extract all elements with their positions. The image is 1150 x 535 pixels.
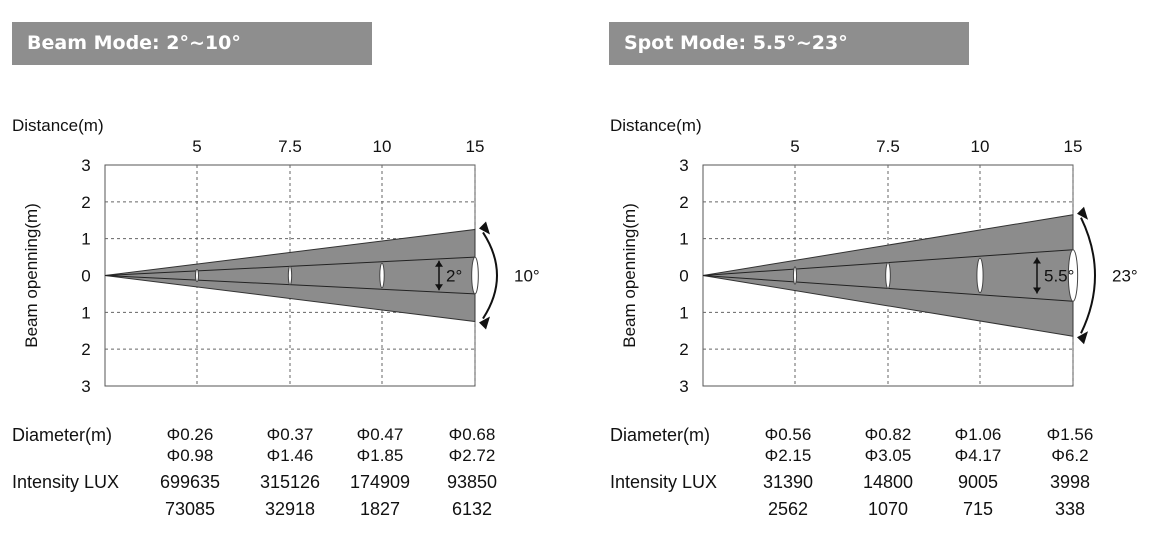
inner-angle-label: 5.5° <box>1044 266 1074 285</box>
diameter-outer-value: Φ1.85 <box>357 446 404 465</box>
spot-mode-panel: Spot Mode: 5.5°~23° Distance(m) 5 7.5 10 15 3… <box>598 0 1150 535</box>
distance-label: Distance(m) <box>610 116 702 135</box>
intensity-outer-value: 2562 <box>768 499 808 519</box>
diameter-outer-value: Φ3.05 <box>865 446 912 465</box>
intensity-outer-value: 32918 <box>265 499 315 519</box>
outer-angle-label: 23° <box>1112 266 1138 285</box>
intensity-inner-value: 3998 <box>1050 472 1090 492</box>
beam-spot-ellipse <box>792 266 798 285</box>
inner-angle-arrowhead-down <box>1033 287 1041 294</box>
intensity-outer-value: 1827 <box>360 499 400 519</box>
beam-spot-ellipse <box>287 265 293 286</box>
diameter-inner-value: Φ0.37 <box>267 425 314 444</box>
inner-angle-arrowhead-up <box>435 260 443 267</box>
distance-tick-label: 15 <box>466 137 485 156</box>
outer-angle-arrowhead-up <box>1077 206 1088 220</box>
diameter-outer-value: Φ1.46 <box>267 446 314 465</box>
intensity-outer-value: 338 <box>1055 499 1085 519</box>
inner-angle-arrowhead-down <box>435 284 443 291</box>
outer-angle-arc <box>1080 217 1096 334</box>
beam-spot-ellipse <box>885 262 891 289</box>
outer-angle-arrowhead-down <box>1077 331 1088 345</box>
distance-tick-label: 7.5 <box>876 137 900 156</box>
intensity-outer-value: 73085 <box>165 499 215 519</box>
distance-label: Distance(m) <box>12 116 104 135</box>
y-tick-label: 0 <box>81 266 90 285</box>
intensity-inner-value: 31390 <box>763 472 813 492</box>
outer-angle-arrowhead-up <box>479 221 490 235</box>
distance-tick-label: 10 <box>971 137 990 156</box>
distance-tick-label: 7.5 <box>278 137 302 156</box>
y-axis-label: Beam openning(m) <box>22 203 41 348</box>
diameter-inner-value: Φ0.47 <box>357 425 404 444</box>
distance-tick-label: 15 <box>1064 137 1083 156</box>
intensity-outer-value: 715 <box>963 499 993 519</box>
beam-spot-ellipse <box>1067 249 1079 302</box>
beam-spot-ellipse <box>195 268 199 283</box>
intensity-inner-value: 9005 <box>958 472 998 492</box>
y-tick-label: 1 <box>81 230 90 249</box>
intensity-inner-value: 315126 <box>260 472 320 492</box>
diameter-inner-value: Φ1.06 <box>955 425 1002 444</box>
outer-angle-arc <box>482 231 498 320</box>
diameter-outer-value: Φ2.72 <box>449 446 496 465</box>
intensity-outer-value: 6132 <box>452 499 492 519</box>
diameter-outer-value: Φ2.15 <box>765 446 812 465</box>
y-tick-label: 2 <box>679 193 688 212</box>
diameter-outer-value: Φ6.2 <box>1051 446 1088 465</box>
intensity-inner-value: 14800 <box>863 472 913 492</box>
beam-mode-panel: Beam Mode: 2°~10° Distance(m) 5 7.5 10 15 3 2 1… <box>12 22 540 519</box>
y-tick-label: 3 <box>81 377 90 396</box>
y-tick-label: 3 <box>679 377 688 396</box>
y-tick-label: 2 <box>679 340 688 359</box>
intensity-label: Intensity LUX <box>610 472 717 492</box>
y-tick-label: 1 <box>679 303 688 322</box>
beam-spot-ellipse <box>976 257 984 294</box>
beam-mode-title: Beam Mode: 2°~10° <box>12 22 372 65</box>
diameter-inner-value: Φ0.26 <box>167 425 214 444</box>
y-tick-label: 3 <box>81 156 90 175</box>
y-axis-label: Beam openning(m) <box>620 203 639 348</box>
intensity-inner-value: 174909 <box>350 472 410 492</box>
diameter-inner-value: Φ0.82 <box>865 425 912 444</box>
distance-tick-label: 10 <box>373 137 392 156</box>
y-tick-label: 1 <box>81 303 90 322</box>
diameter-outer-value: Φ4.17 <box>955 446 1002 465</box>
intensity-inner-value: 93850 <box>447 472 497 492</box>
diameter-inner-value: Φ1.56 <box>1047 425 1094 444</box>
diameter-outer-value: Φ0.98 <box>167 446 214 465</box>
diameter-label: Diameter(m) <box>610 425 710 445</box>
diameter-inner-value: Φ0.56 <box>765 425 812 444</box>
inner-angle-arrowhead-up <box>1033 257 1041 264</box>
outer-angle-label: 10° <box>514 266 540 285</box>
outer-angle-arrowhead-down <box>479 316 490 330</box>
y-tick-label: 0 <box>679 266 688 285</box>
y-tick-label: 2 <box>81 340 90 359</box>
y-tick-label: 2 <box>81 193 90 212</box>
beam-spot-ellipse <box>379 262 385 289</box>
intensity-label: Intensity LUX <box>12 472 119 492</box>
beam-spot-ellipse <box>471 256 479 295</box>
distance-tick-label: 5 <box>790 137 799 156</box>
intensity-outer-value: 1070 <box>868 499 908 519</box>
intensity-inner-value: 699635 <box>160 472 220 492</box>
diameter-inner-value: Φ0.68 <box>449 425 496 444</box>
diameter-label: Diameter(m) <box>12 425 112 445</box>
spot-mode-title: Spot Mode: 5.5°~23° <box>609 22 969 65</box>
y-tick-label: 1 <box>679 230 688 249</box>
distance-tick-label: 5 <box>192 137 201 156</box>
y-tick-label: 3 <box>679 156 688 175</box>
inner-angle-label: 2° <box>446 266 462 285</box>
